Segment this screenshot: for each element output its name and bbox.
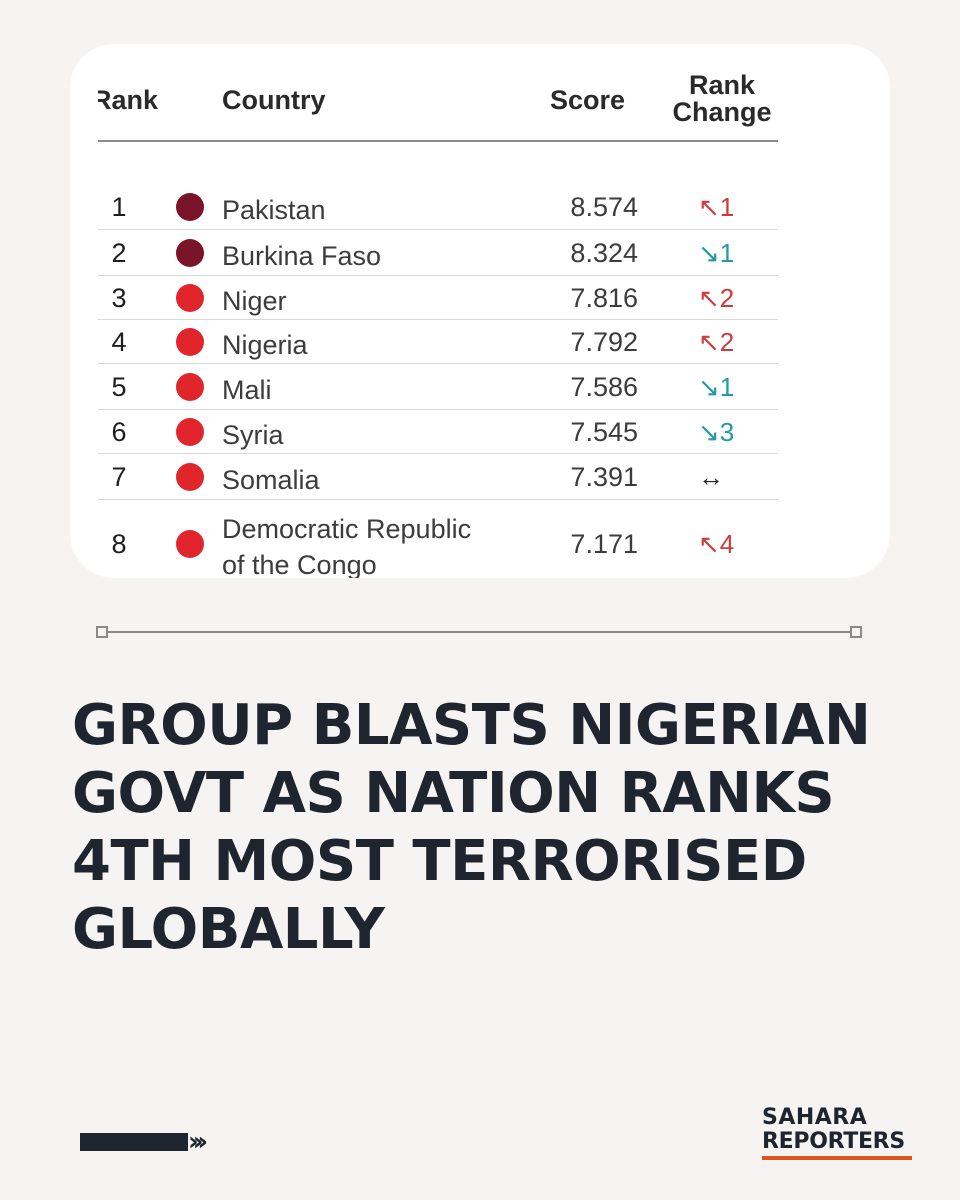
score-dot-icon [176, 284, 204, 312]
cell-country: Democratic Republic of the Congo [222, 511, 542, 578]
cell-country: Niger [222, 283, 542, 319]
table-row: 2 Burkina Faso 8.324 ↘1 [98, 230, 778, 276]
score-dot-icon [176, 328, 204, 356]
country-name-line: Niger [222, 286, 287, 316]
ranking-table: Rank Country Score Rank Change 1 Pakistan… [98, 44, 778, 578]
table-row: 4 Nigeria 7.792 ↖2 [98, 320, 778, 364]
headline: GROUP BLASTS NIGERIAN GOVT AS NATION RAN… [72, 693, 871, 962]
cell-score: 8.574 [570, 192, 638, 222]
score-dot-icon [176, 530, 204, 558]
country-name-line: Somalia [222, 465, 320, 495]
double-chevron-right-icon: ››› [188, 1127, 208, 1157]
score-dot-icon [176, 418, 204, 446]
header-score: Score [550, 85, 626, 115]
table-row: 6 Syria 7.545 ↘3 [98, 410, 778, 454]
cell-country: Pakistan [222, 192, 542, 228]
cell-country: Mali [222, 372, 542, 408]
score-dot-icon [176, 239, 204, 267]
cell-rank-change: ↖2 [698, 283, 735, 313]
table-row: 5 Mali 7.586 ↘1 [98, 364, 778, 410]
sahara-reporters-logo: SAHARA REPORTERS [762, 1106, 912, 1160]
cell-rank: 1 [111, 192, 127, 222]
score-dot-icon [176, 373, 204, 401]
cell-rank: 8 [111, 529, 127, 559]
divider-handle-right [850, 626, 862, 638]
header-rank-change-line1: Rank [688, 70, 756, 100]
header-country: Country [222, 85, 326, 115]
cell-rank-change: ↔ [698, 462, 724, 492]
divider-handle-left [96, 626, 108, 638]
divider-line [96, 631, 862, 633]
cell-rank-change: ↖2 [698, 327, 735, 357]
cell-country: Somalia [222, 462, 542, 498]
cell-country: Syria [222, 417, 542, 453]
cell-rank-change: ↘3 [698, 417, 735, 447]
header-rank-change-line2: Change [672, 97, 772, 127]
table-image-card: Rank Country Score Rank Change 1 Pakistan… [70, 44, 890, 578]
logo-line1: SAHARA [762, 1105, 868, 1130]
table-row: 8 Democratic Republic of the Congo 7.171 ↖4 [98, 500, 778, 578]
country-name-line: of the Congo [222, 550, 377, 578]
logo-line2: REPORTERS [762, 1129, 905, 1154]
cell-rank-change: ↖1 [698, 192, 735, 222]
header-rank-change: Rank Change [662, 72, 778, 126]
cell-score: 7.586 [570, 372, 638, 402]
cell-rank: 3 [111, 283, 127, 313]
cell-rank: 6 [111, 417, 127, 447]
logo-underline [762, 1156, 912, 1160]
table-row: 7 Somalia 7.391 ↔ [98, 454, 778, 500]
country-name-line: Mali [222, 375, 272, 405]
header-rank: Rank [98, 85, 159, 115]
cell-score: 7.816 [570, 283, 638, 313]
country-name-line: Pakistan [222, 195, 326, 225]
cell-rank-change: ↘1 [698, 238, 735, 268]
table-header: Rank Country Score Rank Change [98, 44, 778, 142]
cell-score: 7.391 [570, 462, 638, 492]
score-dot-icon [176, 463, 204, 491]
country-name-line: Syria [222, 420, 284, 450]
cell-country: Nigeria [222, 327, 542, 363]
cell-rank: 7 [111, 462, 127, 492]
cell-score: 7.792 [570, 327, 638, 357]
cell-rank: 5 [111, 372, 127, 402]
country-name-line: Burkina Faso [222, 241, 382, 271]
cell-rank-change: ↖4 [698, 529, 735, 559]
cell-rank: 4 [111, 327, 127, 357]
cell-rank: 2 [111, 238, 127, 268]
cell-score: 7.545 [570, 417, 638, 447]
country-name-line: Nigeria [222, 330, 308, 360]
arrow-bar [80, 1133, 188, 1151]
cell-score: 8.324 [570, 238, 638, 268]
cell-country: Burkina Faso [222, 238, 542, 274]
table-row: 3 Niger 7.816 ↖2 [98, 276, 778, 320]
cell-score: 7.171 [570, 529, 638, 559]
cell-rank-change: ↘1 [698, 372, 735, 402]
score-dot-icon [176, 193, 204, 221]
table-row: 1 Pakistan 8.574 ↖1 [98, 184, 778, 230]
country-name-line: Democratic Republic [222, 514, 472, 544]
